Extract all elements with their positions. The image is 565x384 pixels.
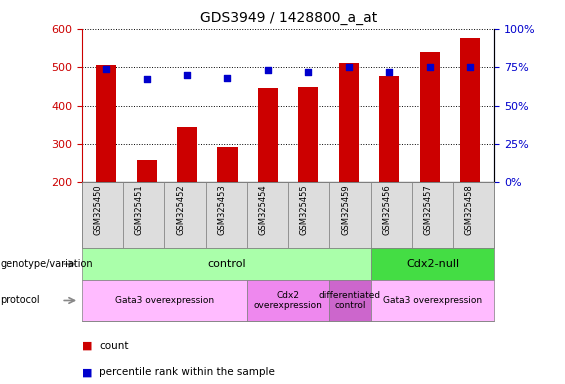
- Bar: [460, 38, 480, 182]
- Bar: [298, 87, 319, 182]
- Point: [344, 64, 353, 70]
- Text: Gata3 overexpression: Gata3 overexpression: [383, 296, 482, 305]
- Text: differentiated
control: differentiated control: [319, 291, 381, 310]
- Text: genotype/variation: genotype/variation: [1, 259, 93, 269]
- Text: count: count: [99, 341, 128, 351]
- Point: [182, 72, 192, 78]
- Text: protocol: protocol: [1, 295, 40, 306]
- Point: [385, 69, 394, 75]
- Text: GSM325453: GSM325453: [218, 184, 226, 235]
- Text: Gata3 overexpression: Gata3 overexpression: [115, 296, 214, 305]
- Text: GSM325451: GSM325451: [135, 184, 144, 235]
- Text: ■: ■: [82, 367, 93, 377]
- Text: GSM325457: GSM325457: [424, 184, 433, 235]
- Text: Cdx2
overexpression: Cdx2 overexpression: [254, 291, 323, 310]
- Point: [142, 76, 151, 83]
- Text: GSM325454: GSM325454: [259, 184, 268, 235]
- Text: GSM325456: GSM325456: [383, 184, 391, 235]
- Text: Cdx2-null: Cdx2-null: [406, 259, 459, 269]
- Text: control: control: [207, 259, 246, 269]
- Point: [263, 67, 272, 73]
- Text: GSM325452: GSM325452: [176, 184, 185, 235]
- Bar: [177, 127, 197, 182]
- Bar: [137, 160, 157, 182]
- Text: GSM325458: GSM325458: [465, 184, 473, 235]
- Bar: [258, 88, 278, 182]
- Text: percentile rank within the sample: percentile rank within the sample: [99, 367, 275, 377]
- Bar: [379, 76, 399, 182]
- Point: [466, 64, 475, 70]
- Title: GDS3949 / 1428800_a_at: GDS3949 / 1428800_a_at: [199, 11, 377, 25]
- Text: GSM325450: GSM325450: [94, 184, 103, 235]
- Text: ■: ■: [82, 341, 93, 351]
- Point: [304, 69, 313, 75]
- Bar: [420, 52, 440, 182]
- Bar: [218, 147, 238, 182]
- Text: GSM325459: GSM325459: [341, 184, 350, 235]
- Point: [223, 75, 232, 81]
- Text: GSM325455: GSM325455: [300, 184, 308, 235]
- Bar: [96, 65, 116, 182]
- Point: [425, 64, 434, 70]
- Point: [102, 66, 111, 72]
- Bar: [338, 63, 359, 182]
